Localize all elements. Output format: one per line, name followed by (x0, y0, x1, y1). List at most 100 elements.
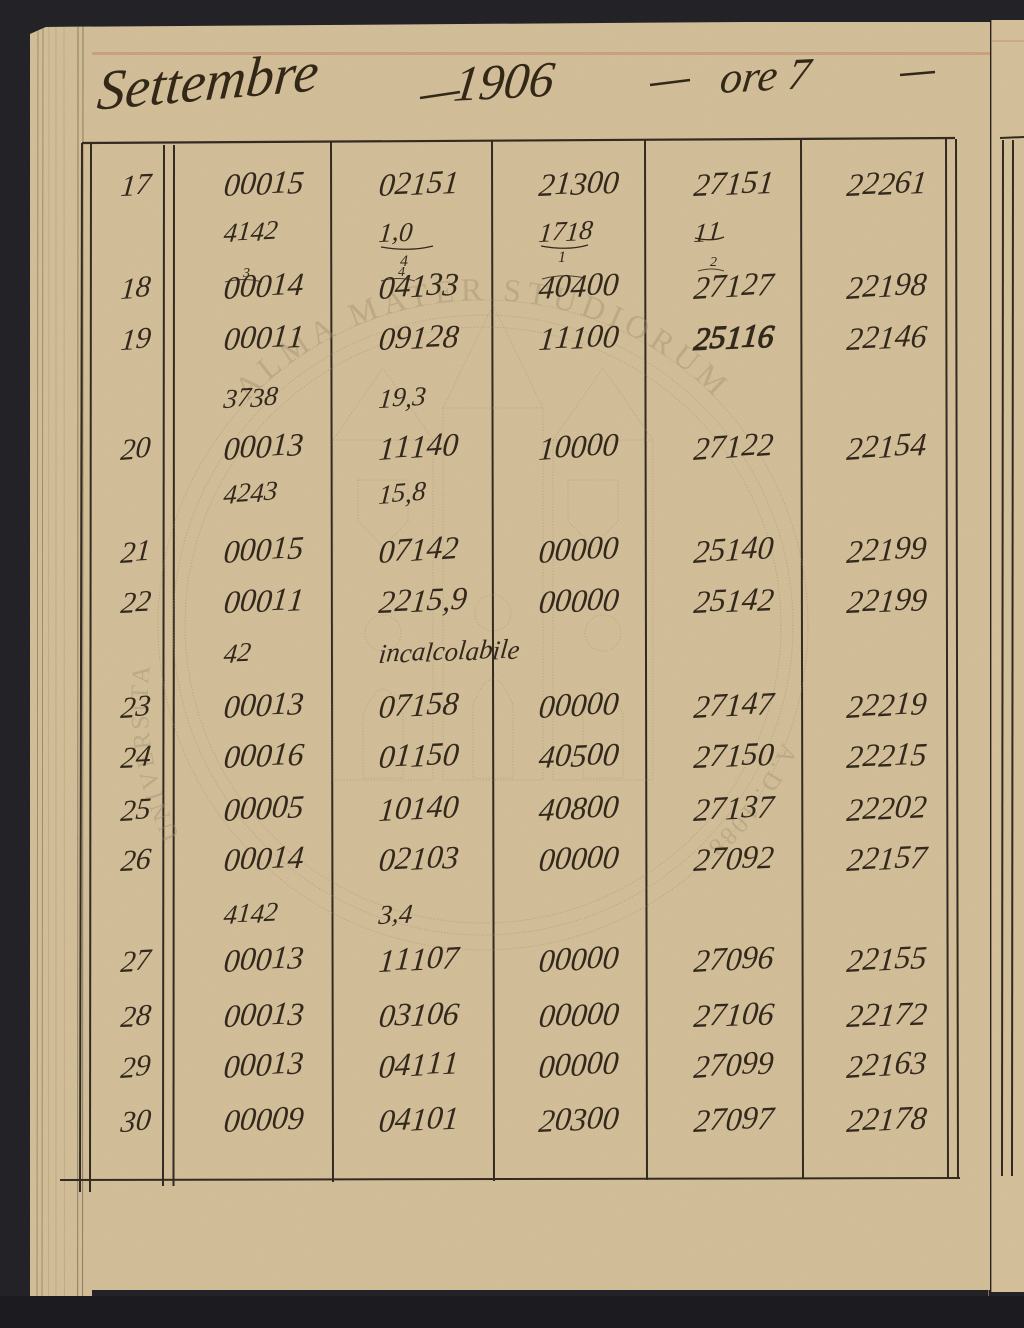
svg-text:11140: 11140 (377, 424, 459, 467)
svg-text:00000: 00000 (537, 1043, 620, 1086)
svg-text:27: 27 (119, 942, 154, 979)
svg-text:27127: 27127 (692, 264, 777, 307)
svg-text:00000: 00000 (537, 937, 620, 979)
svg-text:02151: 02151 (377, 162, 461, 203)
svg-text:00011: 00011 (222, 316, 306, 357)
svg-text:3738: 3738 (221, 380, 279, 414)
svg-text:00000: 00000 (537, 527, 620, 570)
svg-text:27151: 27151 (692, 162, 776, 203)
svg-text:27106: 27106 (692, 994, 776, 1034)
svg-text:03106: 03106 (377, 994, 461, 1034)
svg-text:27097: 27097 (692, 1098, 777, 1140)
svg-text:00013: 00013 (222, 683, 305, 725)
svg-text:25116: 25116 (692, 316, 776, 357)
svg-text:11: 11 (692, 216, 722, 248)
svg-text:20300: 20300 (537, 1098, 620, 1139)
svg-text:00000: 00000 (537, 837, 620, 878)
svg-text:09128: 09128 (377, 316, 461, 357)
svg-text:25142: 25142 (692, 580, 776, 621)
svg-text:Settembre: Settembre (95, 41, 321, 123)
svg-text:ore 7: ore 7 (718, 48, 816, 103)
svg-text:42: 42 (222, 637, 252, 669)
svg-text:00005: 00005 (222, 787, 305, 829)
svg-text:1906: 1906 (451, 51, 558, 112)
svg-text:21300: 21300 (537, 162, 621, 203)
svg-text:00013: 00013 (222, 424, 304, 467)
svg-text:15,8: 15,8 (378, 475, 428, 510)
svg-text:00013: 00013 (222, 994, 306, 1034)
svg-text:10000: 10000 (537, 424, 619, 467)
svg-text:07158: 07158 (377, 683, 460, 725)
svg-text:25140: 25140 (692, 527, 775, 570)
svg-text:40500: 40500 (537, 734, 621, 775)
svg-text:25: 25 (119, 791, 152, 828)
svg-text:22178: 22178 (845, 1098, 928, 1139)
svg-text:22215: 22215 (845, 734, 929, 775)
svg-text:22157: 22157 (845, 837, 930, 878)
svg-text:00015: 00015 (222, 162, 306, 203)
svg-text:17: 17 (119, 166, 154, 203)
svg-text:3,4: 3,4 (376, 897, 414, 930)
svg-text:1: 1 (558, 249, 566, 266)
svg-text:00009: 00009 (222, 1098, 305, 1139)
svg-text:22199: 22199 (845, 580, 929, 621)
svg-text:22199: 22199 (845, 527, 928, 570)
svg-text:22146: 22146 (845, 316, 929, 357)
svg-text:00016: 00016 (222, 734, 306, 775)
svg-text:07142: 07142 (377, 527, 460, 570)
svg-text:27099: 27099 (692, 1043, 775, 1086)
svg-text:18: 18 (119, 269, 152, 306)
svg-text:27147: 27147 (692, 683, 777, 725)
svg-text:27137: 27137 (692, 786, 777, 828)
svg-text:00011: 00011 (222, 580, 306, 621)
svg-text:19,3: 19,3 (377, 381, 427, 414)
svg-text:22172: 22172 (845, 994, 929, 1034)
svg-text:23: 23 (119, 688, 152, 725)
svg-text:04101: 04101 (377, 1098, 460, 1139)
svg-text:00013: 00013 (222, 1043, 305, 1086)
svg-text:11107: 11107 (377, 937, 462, 979)
svg-text:29: 29 (119, 1048, 152, 1085)
svg-text:27096: 27096 (692, 937, 775, 979)
svg-text:01150: 01150 (377, 734, 461, 775)
svg-text:2215,9: 2215,9 (377, 579, 469, 620)
svg-text:22219: 22219 (845, 683, 928, 725)
svg-text:22198: 22198 (845, 264, 928, 306)
svg-text:27150: 27150 (692, 734, 776, 775)
svg-text:27122: 27122 (692, 424, 774, 467)
svg-text:20: 20 (120, 430, 152, 467)
svg-text:00013: 00013 (222, 937, 305, 979)
svg-text:00014: 00014 (222, 264, 305, 306)
svg-text:00014: 00014 (222, 837, 305, 878)
svg-text:ALMA MATER STUDIORUM: ALMA MATER STUDIORUM (227, 271, 739, 406)
svg-text:22: 22 (119, 584, 152, 620)
svg-text:04111: 04111 (377, 1043, 460, 1086)
svg-text:00015: 00015 (222, 527, 305, 570)
svg-text:4243: 4243 (223, 475, 279, 510)
svg-text:1718: 1718 (537, 214, 594, 248)
svg-text:22163: 22163 (845, 1043, 928, 1086)
svg-text:04133: 04133 (377, 264, 460, 306)
svg-text:28: 28 (119, 998, 153, 1034)
svg-text:19: 19 (119, 320, 152, 357)
svg-text:00000: 00000 (537, 994, 621, 1034)
svg-text:22202: 22202 (845, 787, 928, 829)
svg-text:22261: 22261 (845, 162, 929, 203)
svg-text:30: 30 (118, 1102, 152, 1139)
svg-text:11100: 11100 (537, 316, 621, 357)
svg-text:26: 26 (119, 841, 152, 878)
svg-text:4142: 4142 (222, 214, 279, 248)
svg-text:4142: 4142 (222, 896, 279, 930)
svg-text:22154: 22154 (845, 424, 927, 467)
svg-text:00000: 00000 (537, 580, 621, 621)
svg-text:00000: 00000 (537, 683, 620, 725)
svg-text:incalcolabile: incalcolabile (377, 632, 521, 670)
svg-text:24: 24 (119, 738, 152, 775)
svg-text:27092: 27092 (692, 837, 775, 878)
svg-text:02103: 02103 (377, 837, 460, 878)
svg-text:21: 21 (119, 533, 151, 570)
svg-text:1,0: 1,0 (377, 215, 414, 248)
svg-text:22155: 22155 (845, 937, 928, 979)
svg-text:10140: 10140 (377, 787, 460, 829)
svg-text:40800: 40800 (537, 787, 620, 829)
